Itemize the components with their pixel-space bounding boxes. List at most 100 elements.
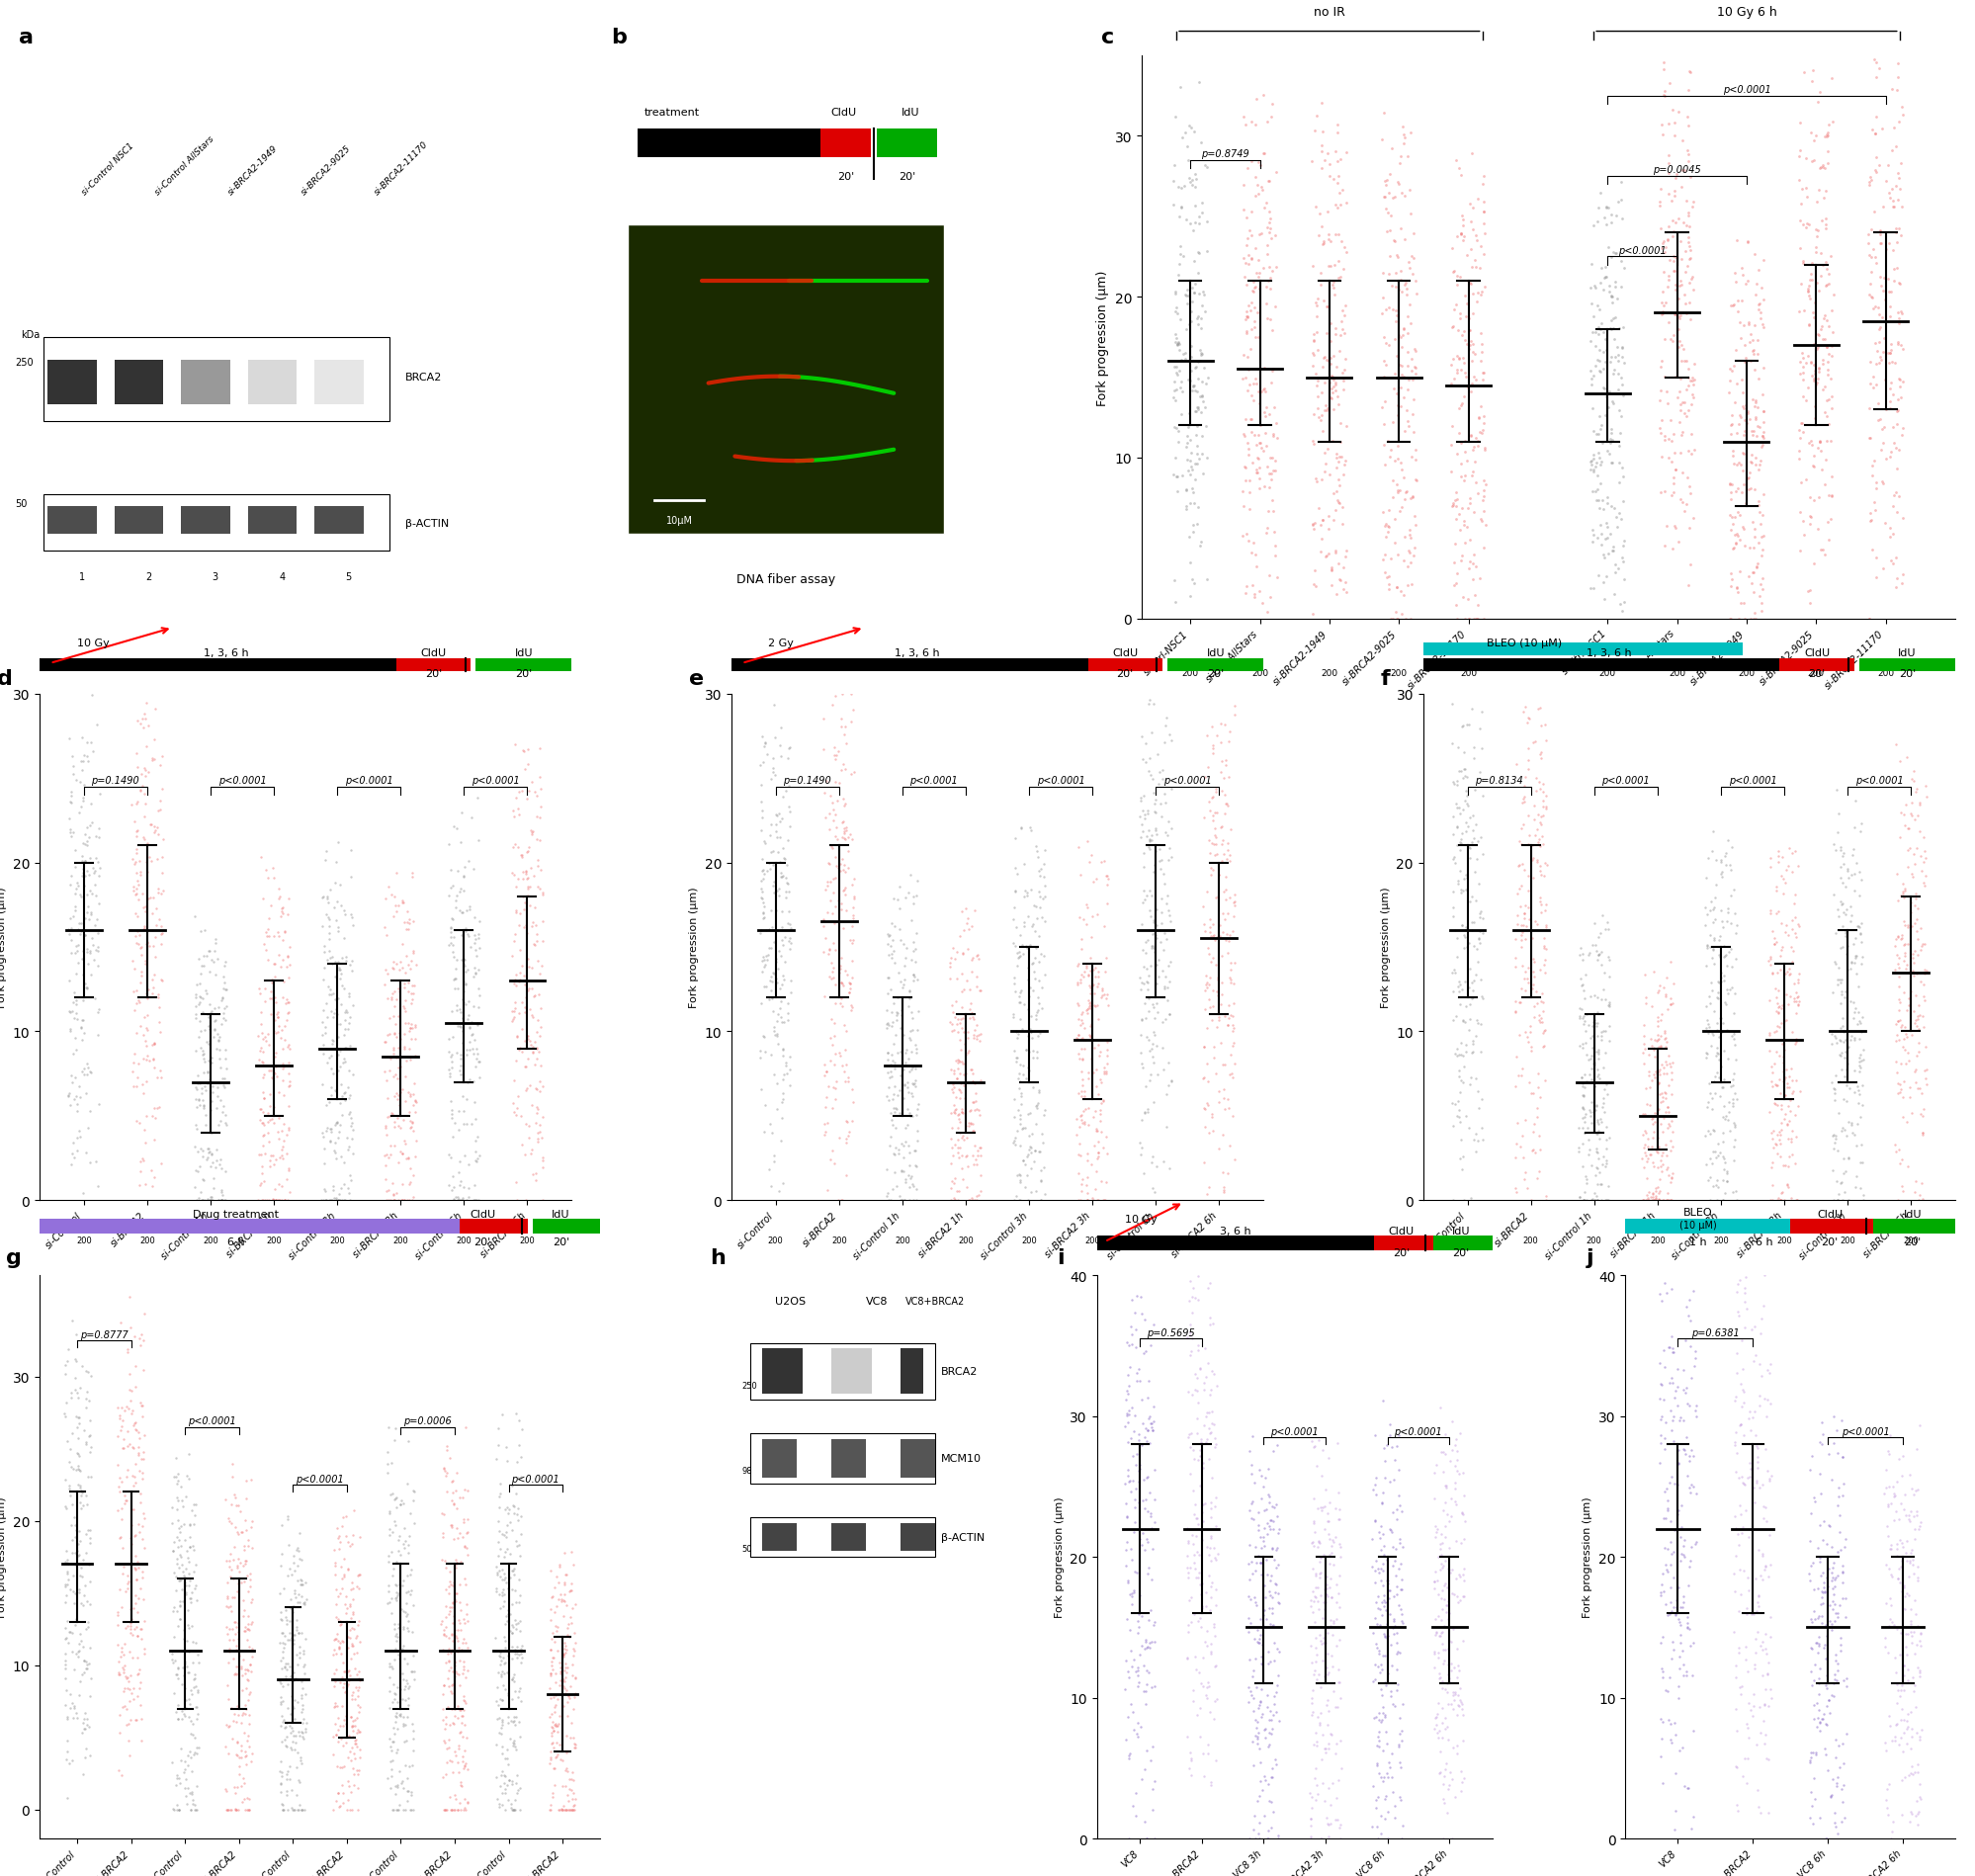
Point	[1720, 1458, 1752, 1488]
Point	[261, 1052, 292, 1082]
Point	[444, 1482, 476, 1512]
Point	[938, 1090, 970, 1120]
Point	[1870, 1456, 1902, 1486]
Point	[1446, 219, 1477, 250]
Point	[1904, 1099, 1936, 1129]
Point	[1422, 1514, 1454, 1544]
Point	[496, 1685, 527, 1715]
Point	[1900, 981, 1932, 1011]
Point	[1256, 1561, 1288, 1591]
Point	[1890, 1036, 1922, 1066]
Point	[1499, 998, 1531, 1028]
Point	[1134, 1632, 1165, 1662]
Point	[391, 1763, 423, 1793]
Point	[1446, 910, 1477, 940]
Point	[126, 1079, 158, 1109]
Point	[1527, 1007, 1558, 1037]
Point	[1171, 1514, 1203, 1544]
Point	[1742, 1443, 1774, 1473]
Point	[954, 1096, 986, 1126]
Point	[1892, 1563, 1924, 1593]
Point	[1803, 1668, 1835, 1698]
Point	[182, 1060, 213, 1090]
Point	[1375, 1420, 1406, 1450]
Point	[308, 1039, 340, 1069]
Text: BRCA2: BRCA2	[405, 371, 442, 383]
Point	[1900, 1718, 1932, 1748]
Point	[1742, 326, 1774, 356]
Point	[1323, 178, 1355, 208]
Text: 200: 200	[1147, 1236, 1163, 1246]
Point	[57, 1039, 89, 1069]
Point	[1080, 1071, 1112, 1101]
Point	[1203, 1133, 1234, 1163]
Point	[1720, 418, 1752, 448]
Point	[1908, 1118, 1939, 1148]
Point	[379, 1771, 411, 1801]
Point	[1432, 1585, 1463, 1615]
Point	[375, 1041, 407, 1071]
Point	[1645, 1156, 1677, 1186]
Point	[1116, 1424, 1147, 1454]
Point	[1902, 1002, 1934, 1032]
Point	[1305, 270, 1337, 300]
Point	[1185, 1424, 1217, 1454]
Point	[1173, 1585, 1205, 1615]
Point	[1604, 418, 1635, 448]
Point	[1189, 976, 1221, 1006]
Point	[745, 915, 776, 946]
Point	[1179, 448, 1211, 478]
Point	[462, 1009, 494, 1039]
Point	[1001, 859, 1033, 889]
Point	[450, 1186, 482, 1216]
Point	[115, 1510, 146, 1540]
Point	[1136, 1148, 1167, 1178]
Point	[1629, 961, 1661, 991]
Point	[429, 1795, 460, 1825]
Point	[334, 949, 365, 979]
Point	[328, 1148, 359, 1178]
Point	[314, 979, 346, 1009]
Point	[67, 961, 99, 991]
Point	[229, 1566, 261, 1596]
Point	[1525, 737, 1556, 767]
Point	[1381, 604, 1412, 634]
Point	[1760, 1069, 1791, 1099]
Point	[1317, 1606, 1349, 1636]
Point	[1892, 1152, 1924, 1182]
Point	[1732, 227, 1764, 257]
Point	[964, 1141, 995, 1171]
Point	[964, 1019, 995, 1049]
Point	[1246, 1775, 1278, 1805]
Point	[389, 1086, 421, 1116]
Point	[126, 1585, 158, 1615]
Point	[521, 1097, 553, 1127]
Point	[1730, 1263, 1762, 1293]
Point	[942, 1017, 974, 1047]
Point	[756, 850, 788, 880]
Point	[1736, 1598, 1768, 1628]
Point	[381, 1771, 413, 1801]
Point	[1219, 949, 1250, 979]
Point	[320, 962, 352, 992]
Point	[1671, 1660, 1702, 1690]
Point	[1669, 156, 1700, 186]
Point	[1643, 1067, 1675, 1097]
Point	[1454, 488, 1485, 518]
Point	[1819, 1812, 1851, 1842]
Point	[1246, 1649, 1278, 1679]
Point	[1400, 467, 1432, 497]
Point	[261, 1144, 292, 1174]
Point	[1132, 961, 1163, 991]
Point	[1074, 957, 1106, 987]
Point	[1880, 1058, 1912, 1088]
Point	[172, 1461, 203, 1491]
Point	[140, 816, 172, 846]
Point	[144, 1092, 176, 1122]
Point	[1234, 1608, 1266, 1638]
Point	[517, 1039, 549, 1069]
Point	[1424, 1529, 1456, 1559]
Point	[1458, 458, 1489, 488]
Point	[1460, 246, 1491, 276]
Point	[1651, 1555, 1683, 1585]
